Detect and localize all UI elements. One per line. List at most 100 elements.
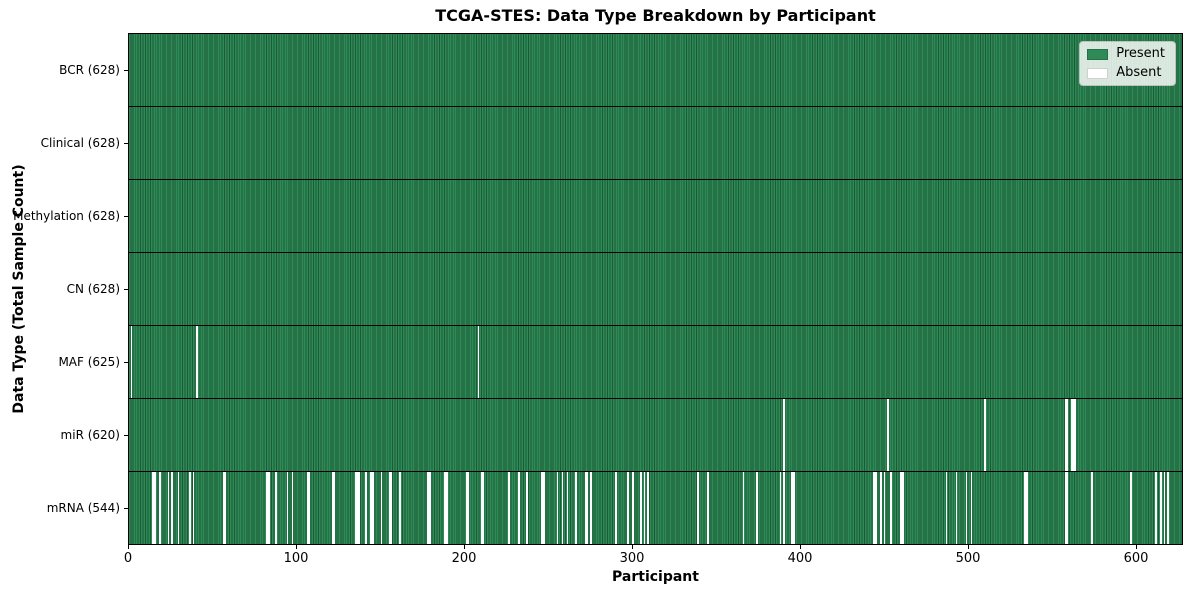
- ytick-label-BCR: BCR (628): [59, 62, 120, 77]
- absent-mark: [632, 472, 634, 544]
- absent-mark: [429, 472, 431, 544]
- absent-mark: [1130, 472, 1132, 544]
- legend-label-absent: Absent: [1116, 65, 1162, 80]
- absent-mark: [782, 399, 785, 471]
- absent-mark: [543, 472, 545, 544]
- absent-mark: [331, 472, 334, 544]
- ytick-label-MAF: MAF (625): [58, 355, 120, 370]
- absent-mark: [640, 472, 643, 544]
- absent-mark: [965, 472, 968, 544]
- absent-mark: [291, 472, 294, 544]
- absent-mark: [1163, 472, 1166, 544]
- absent-mark: [467, 472, 470, 544]
- ytick-mark: [124, 435, 128, 436]
- absent-mark: [782, 472, 785, 544]
- heatmap-row-mRNA: [129, 471, 1182, 544]
- absent-mark: [1064, 472, 1067, 544]
- absent-mark: [390, 472, 393, 544]
- absent-mark: [370, 472, 373, 544]
- legend-item-absent: Absent: [1087, 66, 1165, 80]
- absent-mark: [792, 472, 795, 544]
- xtick-label-100: 100: [283, 551, 309, 566]
- absent-mark: [358, 472, 361, 544]
- absent-mark: [1155, 472, 1157, 544]
- absent-mark: [945, 472, 948, 544]
- absent-mark: [445, 472, 448, 544]
- heatmap-row-CN: [129, 252, 1182, 325]
- absent-mark: [779, 472, 782, 544]
- ytick-label-CN: CN (628): [66, 282, 120, 296]
- heatmap-rows: [129, 34, 1182, 544]
- absent-mark: [308, 472, 311, 544]
- absent-mark: [130, 326, 133, 398]
- absent-mark: [883, 472, 886, 544]
- ytick-mark: [124, 289, 128, 290]
- xtick-label-0: 0: [123, 551, 133, 566]
- heatmap-row-BCR: [129, 34, 1182, 106]
- absent-mark: [541, 472, 544, 544]
- absent-mark: [196, 326, 198, 398]
- absent-mark: [984, 399, 986, 471]
- absent-mark: [177, 472, 180, 544]
- absent-mark: [192, 472, 195, 544]
- ytick-label-miR: miR (620): [60, 428, 120, 443]
- absent-mark: [372, 472, 374, 544]
- x-axis-label: Participant: [612, 569, 699, 585]
- xtick-label-600: 600: [1123, 551, 1149, 566]
- xtick-label-200: 200: [451, 551, 477, 566]
- absent-mark: [1066, 472, 1068, 544]
- absent-mark: [268, 472, 270, 544]
- absent-mark: [791, 472, 793, 544]
- absent-mark: [1064, 399, 1067, 471]
- absent-mark: [222, 472, 225, 544]
- absent-mark: [224, 472, 227, 544]
- absent-mark: [955, 472, 958, 544]
- absent-mark: [466, 472, 468, 544]
- absent-mark: [507, 472, 510, 544]
- legend: Present Absent: [1079, 41, 1176, 86]
- absent-mark: [365, 472, 368, 544]
- absent-mark: [970, 472, 973, 544]
- absent-mark: [286, 472, 289, 544]
- ytick-mark: [124, 70, 128, 71]
- absent-mark: [1073, 399, 1075, 471]
- absent-mark: [1026, 472, 1028, 544]
- absent-mark: [590, 472, 592, 544]
- absent-mark: [742, 472, 745, 544]
- heatmap-row-miR: [129, 398, 1182, 471]
- absent-mark: [274, 472, 277, 544]
- absent-mark: [626, 472, 629, 544]
- absent-mark: [152, 472, 155, 544]
- absent-mark: [167, 472, 170, 544]
- absent-mark: [875, 472, 877, 544]
- absent-mark: [159, 472, 161, 544]
- absent-mark: [477, 326, 480, 398]
- absent-mark: [756, 472, 758, 544]
- xtick-label-300: 300: [619, 551, 645, 566]
- absent-swatch: [1087, 67, 1109, 79]
- absent-mark: [388, 472, 391, 544]
- absent-mark: [1071, 399, 1073, 471]
- absent-mark: [1074, 399, 1077, 471]
- absent-mark: [380, 472, 383, 544]
- xtick-mark: [800, 545, 801, 549]
- ytick-mark: [124, 143, 128, 144]
- absent-mark: [873, 472, 876, 544]
- absent-mark: [886, 399, 889, 471]
- absent-mark: [427, 472, 430, 544]
- xtick-label-500: 500: [955, 551, 981, 566]
- xtick-mark: [128, 545, 129, 549]
- absent-mark: [890, 472, 892, 544]
- absent-mark: [901, 472, 904, 544]
- absent-mark: [556, 472, 559, 544]
- absent-mark: [647, 472, 649, 544]
- absent-mark: [880, 472, 882, 544]
- absent-mark: [586, 472, 589, 544]
- ytick-mark: [124, 362, 128, 363]
- ytick-label-mRNA: mRNA (544): [46, 501, 120, 516]
- absent-mark: [518, 472, 520, 544]
- absent-mark: [697, 472, 700, 544]
- heatmap-row-Methylation: [129, 179, 1182, 252]
- heatmap-row-MAF: [129, 325, 1182, 398]
